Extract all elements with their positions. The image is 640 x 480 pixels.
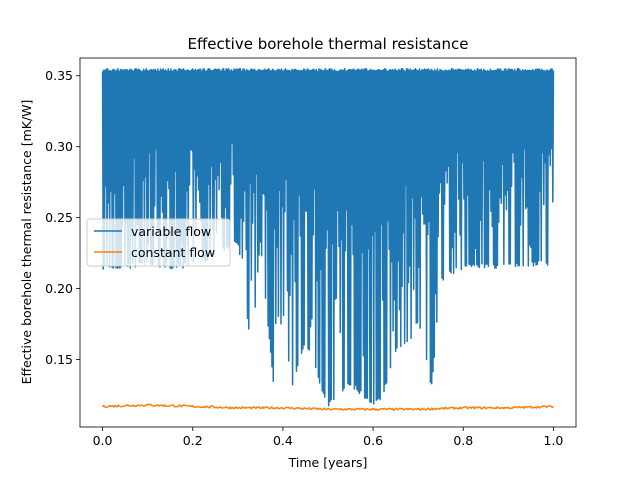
x-tick-label: 1.0 [544,433,564,448]
plot-area [79,57,577,428]
y-tick-label: 0.20 [45,281,73,296]
series-layer [101,67,555,411]
x-axis-label: Time [years] [288,455,368,470]
y-axis: 0.15 0.20 0.25 0.30 0.35 [45,68,80,367]
legend: variable flow constant flow [86,218,231,267]
y-tick-label: 0.15 [45,352,73,367]
y-tick-label: 0.35 [45,68,73,83]
x-tick-label: 0.8 [453,433,473,448]
legend-label-constant-flow: constant flow [131,245,215,260]
legend-label-variable-flow: variable flow [131,224,211,239]
legend-frame [86,218,231,267]
series-line-constant-flow [101,403,555,411]
x-tick-label: 0.2 [183,433,203,448]
x-tick-label: 0.6 [363,433,383,448]
y-tick-label: 0.30 [45,139,73,154]
y-axis-label: Effective borehole thermal resistance [m… [19,100,34,385]
axes-frame [79,57,577,428]
x-tick-label: 0.4 [273,433,293,448]
chart-title: Effective borehole thermal resistance [187,35,468,53]
x-tick-label: 0.0 [93,433,113,448]
series-line-variable-flow [101,67,555,407]
x-axis: 0.0 0.2 0.4 0.6 0.8 1.0 [93,427,564,448]
y-tick-label: 0.25 [45,210,73,225]
